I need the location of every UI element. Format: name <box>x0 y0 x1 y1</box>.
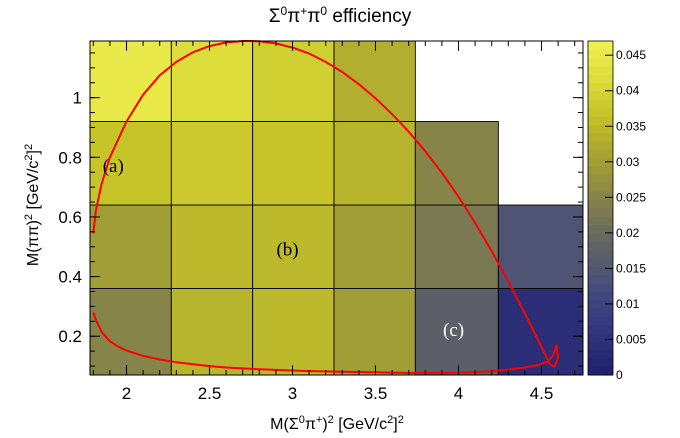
heatmap-cell <box>414 204 499 289</box>
x-tick-label: 4.5 <box>530 384 554 403</box>
heatmap-cell <box>170 121 254 206</box>
colorbar-segment <box>588 41 613 50</box>
colorbar-segment <box>588 283 613 292</box>
region-label: (c) <box>443 320 464 341</box>
x-axis-title: M(Σ0π+)2 [GeV/c2]2 <box>270 414 404 433</box>
colorbar-tick-label: 0.045 <box>616 48 646 62</box>
colorbar-tick-label: 0 <box>616 368 623 382</box>
heatmap-cell <box>170 288 254 376</box>
heatmap-cell <box>333 288 416 376</box>
colorbar-frame <box>587 40 614 376</box>
colorbar-segment <box>588 216 613 226</box>
x-tick-label: 3 <box>288 384 297 403</box>
heatmap-cell <box>333 121 416 206</box>
colorbar-tick-label: 0.03 <box>616 155 640 169</box>
colorbar-segment <box>588 141 613 151</box>
chart-title: Σ0π+π0 efficiency <box>269 4 412 27</box>
colorbar: 0 0.005 0.01 0.015 0.02 0.025 0.03 0.035 0.04 0.0… <box>587 40 646 382</box>
annotation-layer: (a) (b) (c) <box>103 156 464 341</box>
x-tick-label: 2 <box>122 384 131 403</box>
colorbar-tick-label: 0.02 <box>616 226 640 240</box>
x-tick-label: 4 <box>454 384 463 403</box>
colorbar-segment <box>588 291 613 301</box>
heatmap-cell <box>252 288 335 376</box>
colorbar-tick-label: 0.015 <box>616 261 646 275</box>
colorbar-segment <box>588 233 613 242</box>
colorbar-tick-label: 0.035 <box>616 119 646 133</box>
heatmap-cell <box>252 121 335 206</box>
y-axis-title: M(ππ)2 [GeV/c2]2 <box>23 144 42 266</box>
x-axis: 2 2.5 3 3.5 4 4.5 <box>92 41 576 403</box>
plot-frame <box>89 40 584 376</box>
heatmap-cell <box>89 40 172 122</box>
colorbar-segment <box>588 124 613 134</box>
heatmap-cell <box>333 204 416 289</box>
colorbar-segment <box>588 341 613 351</box>
heatmap-cell <box>414 288 499 376</box>
colorbar-tick-label: 0.005 <box>616 332 646 346</box>
colorbar-segment <box>588 333 613 343</box>
colorbar-segment <box>588 132 613 142</box>
heatmap-cell <box>170 40 254 122</box>
y-axis: 0.2 0.4 0.6 0.8 1 <box>58 52 583 367</box>
colorbar-segment <box>588 191 613 201</box>
colorbar-segment <box>588 224 613 234</box>
y-tick-label: 1 <box>73 89 82 108</box>
colorbar-segment <box>588 57 613 67</box>
colorbar-segment <box>588 208 613 217</box>
heatmap-cell <box>89 204 172 289</box>
heatmap-cells <box>89 40 584 376</box>
colorbar-segment <box>588 74 613 84</box>
y-tick-label: 0.8 <box>58 148 82 167</box>
colorbar-segment <box>588 182 613 192</box>
colorbar-segment <box>588 274 613 284</box>
colorbar-segment <box>588 349 613 359</box>
boundary-layer <box>92 40 560 374</box>
region-label: (b) <box>276 240 298 261</box>
heatmap-cell <box>414 121 499 206</box>
heatmap-cell <box>89 288 172 376</box>
colorbar-segment <box>588 49 613 59</box>
colorbar-segment <box>588 91 613 100</box>
colorbar-segment <box>588 199 613 209</box>
colorbar-segment <box>588 116 613 125</box>
heatmap-cell <box>333 40 416 122</box>
y-tick-label: 0.4 <box>58 268 82 287</box>
colorbar-segment <box>588 324 613 334</box>
y-tick-label: 0.6 <box>58 208 82 227</box>
colorbar-tick-label: 0.01 <box>616 297 640 311</box>
colorbar-segment <box>588 107 613 117</box>
colorbar-segment <box>588 157 613 167</box>
x-tick-label: 3.5 <box>364 384 388 403</box>
colorbar-segment <box>588 249 613 259</box>
region-label: (a) <box>103 156 124 177</box>
colorbar-segment <box>588 82 613 92</box>
heatmap-cell <box>252 40 335 122</box>
colorbar-tick-label: 0.04 <box>616 84 640 98</box>
colorbar-segment <box>588 358 613 368</box>
colorbar-segment <box>588 366 613 376</box>
colorbar-segment <box>588 174 613 184</box>
colorbar-segment <box>588 266 613 276</box>
x-tick-label: 2.5 <box>198 384 222 403</box>
colorbar-segment <box>588 99 613 109</box>
colorbar-segment <box>588 299 613 309</box>
colorbar-segment <box>588 166 613 176</box>
colorbar-segment <box>588 241 613 251</box>
heatmap-cell <box>89 121 172 206</box>
colorbar-segment <box>588 66 613 75</box>
dalitz-boundary-curve <box>92 40 560 374</box>
y-tick-label: 0.2 <box>58 327 82 346</box>
heatmap-cell <box>170 204 254 289</box>
colorbar-segment <box>588 316 613 326</box>
colorbar-segment <box>588 149 613 159</box>
colorbar-segment <box>588 308 613 318</box>
colorbar-tick-label: 0.025 <box>616 190 646 204</box>
heatmap-cell <box>497 204 584 289</box>
heatmap-cell <box>497 288 584 376</box>
colorbar-segment <box>588 258 613 267</box>
